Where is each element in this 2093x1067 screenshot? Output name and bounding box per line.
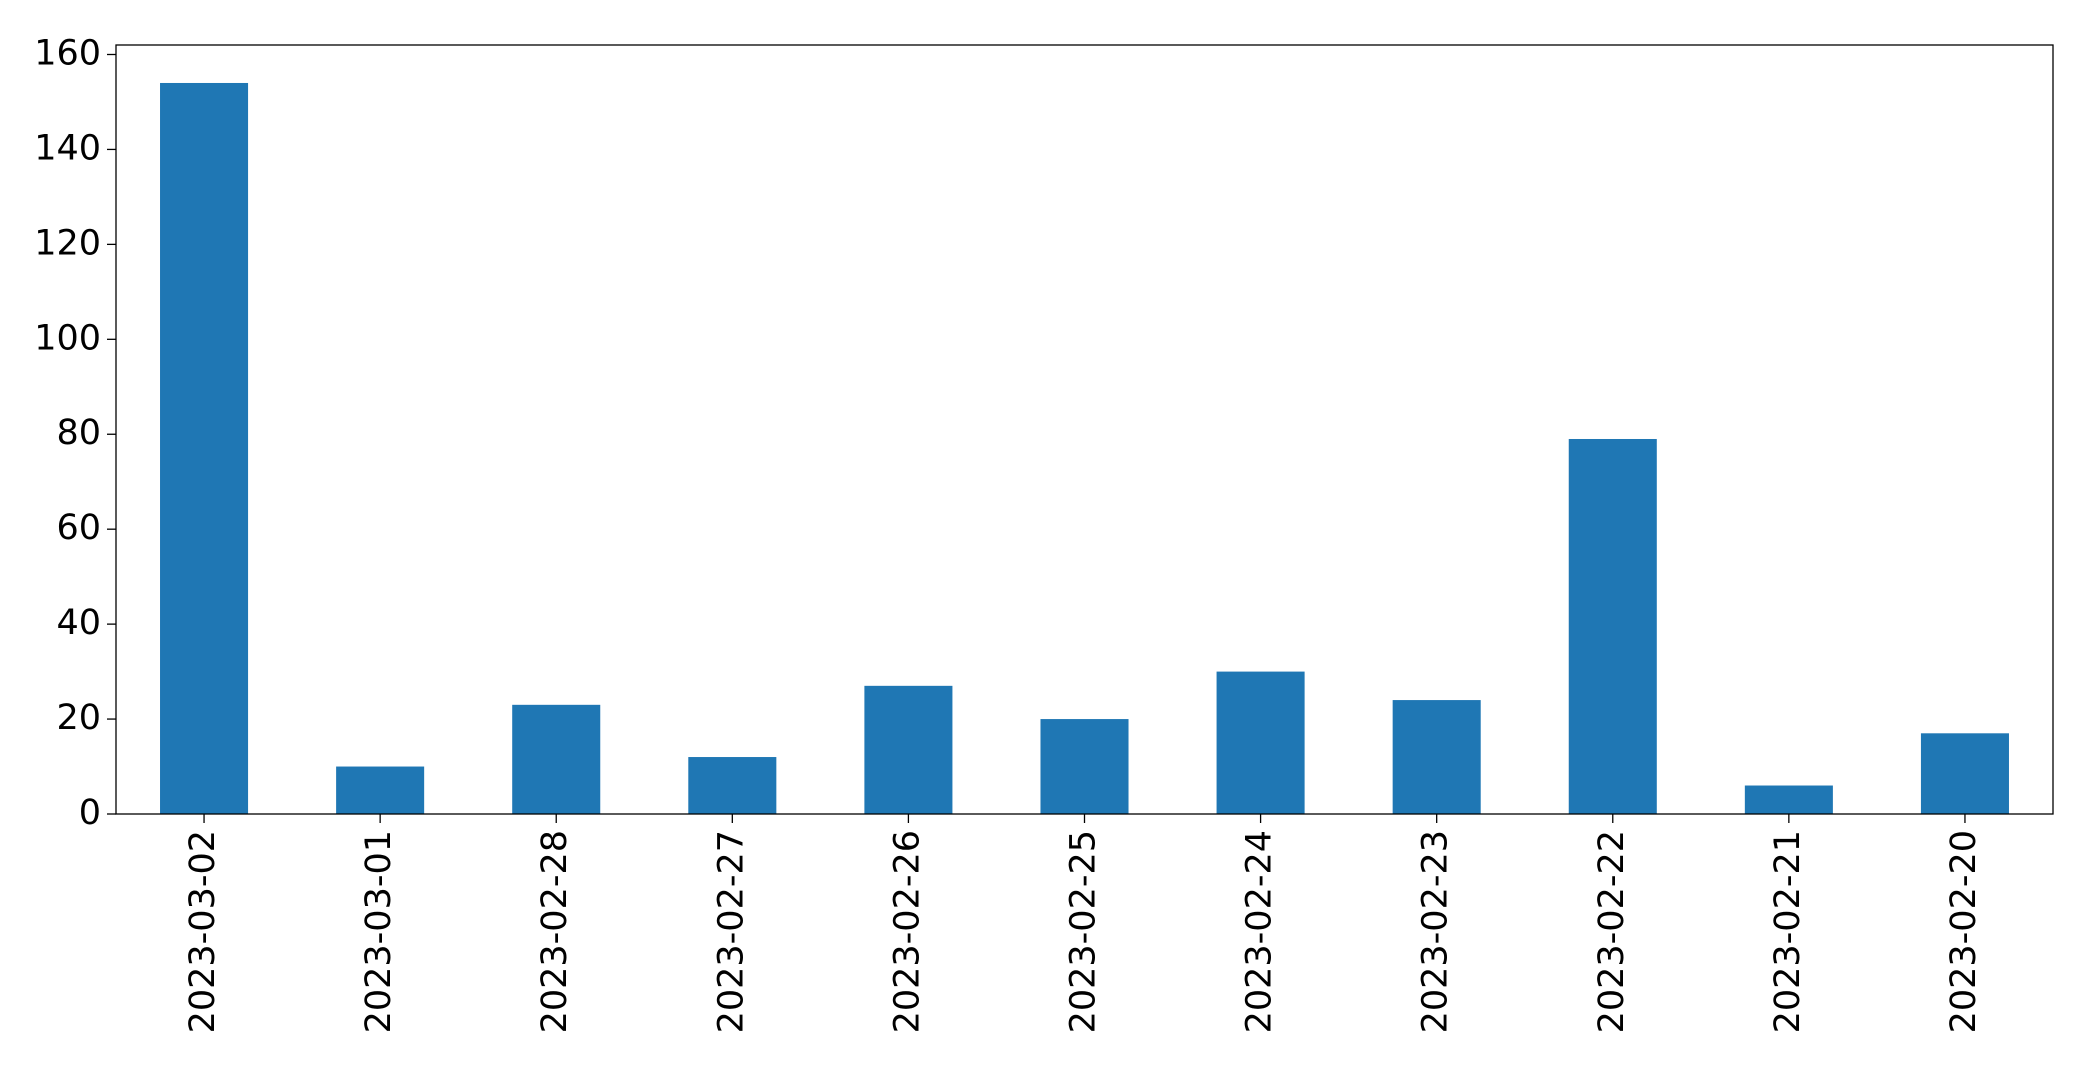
x-tick-label: 2023-02-20 — [1944, 830, 1984, 1033]
bar — [512, 704, 601, 814]
bar — [688, 757, 777, 814]
y-tick-label: 100 — [34, 318, 101, 358]
plot-frame — [115, 44, 2054, 815]
x-tick-label: 2023-02-23 — [1416, 830, 1456, 1033]
y-tick-label: 80 — [56, 413, 101, 453]
x-tick-label: 2023-02-24 — [1240, 830, 1280, 1033]
x-tick-label: 2023-02-26 — [887, 830, 927, 1033]
bar — [1216, 671, 1305, 814]
y-tick-label: 140 — [34, 128, 101, 168]
x-tick-label: 2023-02-22 — [1592, 830, 1632, 1033]
y-tick-label: 160 — [34, 33, 101, 73]
bar — [160, 82, 249, 814]
bar — [1920, 733, 2009, 814]
bar — [336, 766, 425, 814]
y-tick-label: 120 — [34, 223, 101, 263]
x-tick-label: 2023-02-27 — [711, 830, 751, 1033]
y-tick-label: 60 — [56, 508, 101, 548]
y-tick-label: 40 — [56, 603, 101, 643]
x-tick-label: 2023-02-28 — [535, 830, 575, 1033]
y-tick-label: 20 — [56, 698, 101, 738]
x-tick-label: 2023-03-02 — [183, 830, 223, 1033]
bar — [1744, 785, 1833, 814]
bar — [1392, 700, 1481, 814]
x-tick-label: 2023-03-01 — [359, 830, 399, 1033]
x-tick-label: 2023-02-21 — [1768, 830, 1808, 1033]
x-tick-label: 2023-02-25 — [1064, 830, 1104, 1033]
y-tick-label: 0 — [79, 793, 101, 833]
bar — [1568, 438, 1657, 814]
bar — [1040, 719, 1129, 814]
bar — [864, 685, 953, 814]
